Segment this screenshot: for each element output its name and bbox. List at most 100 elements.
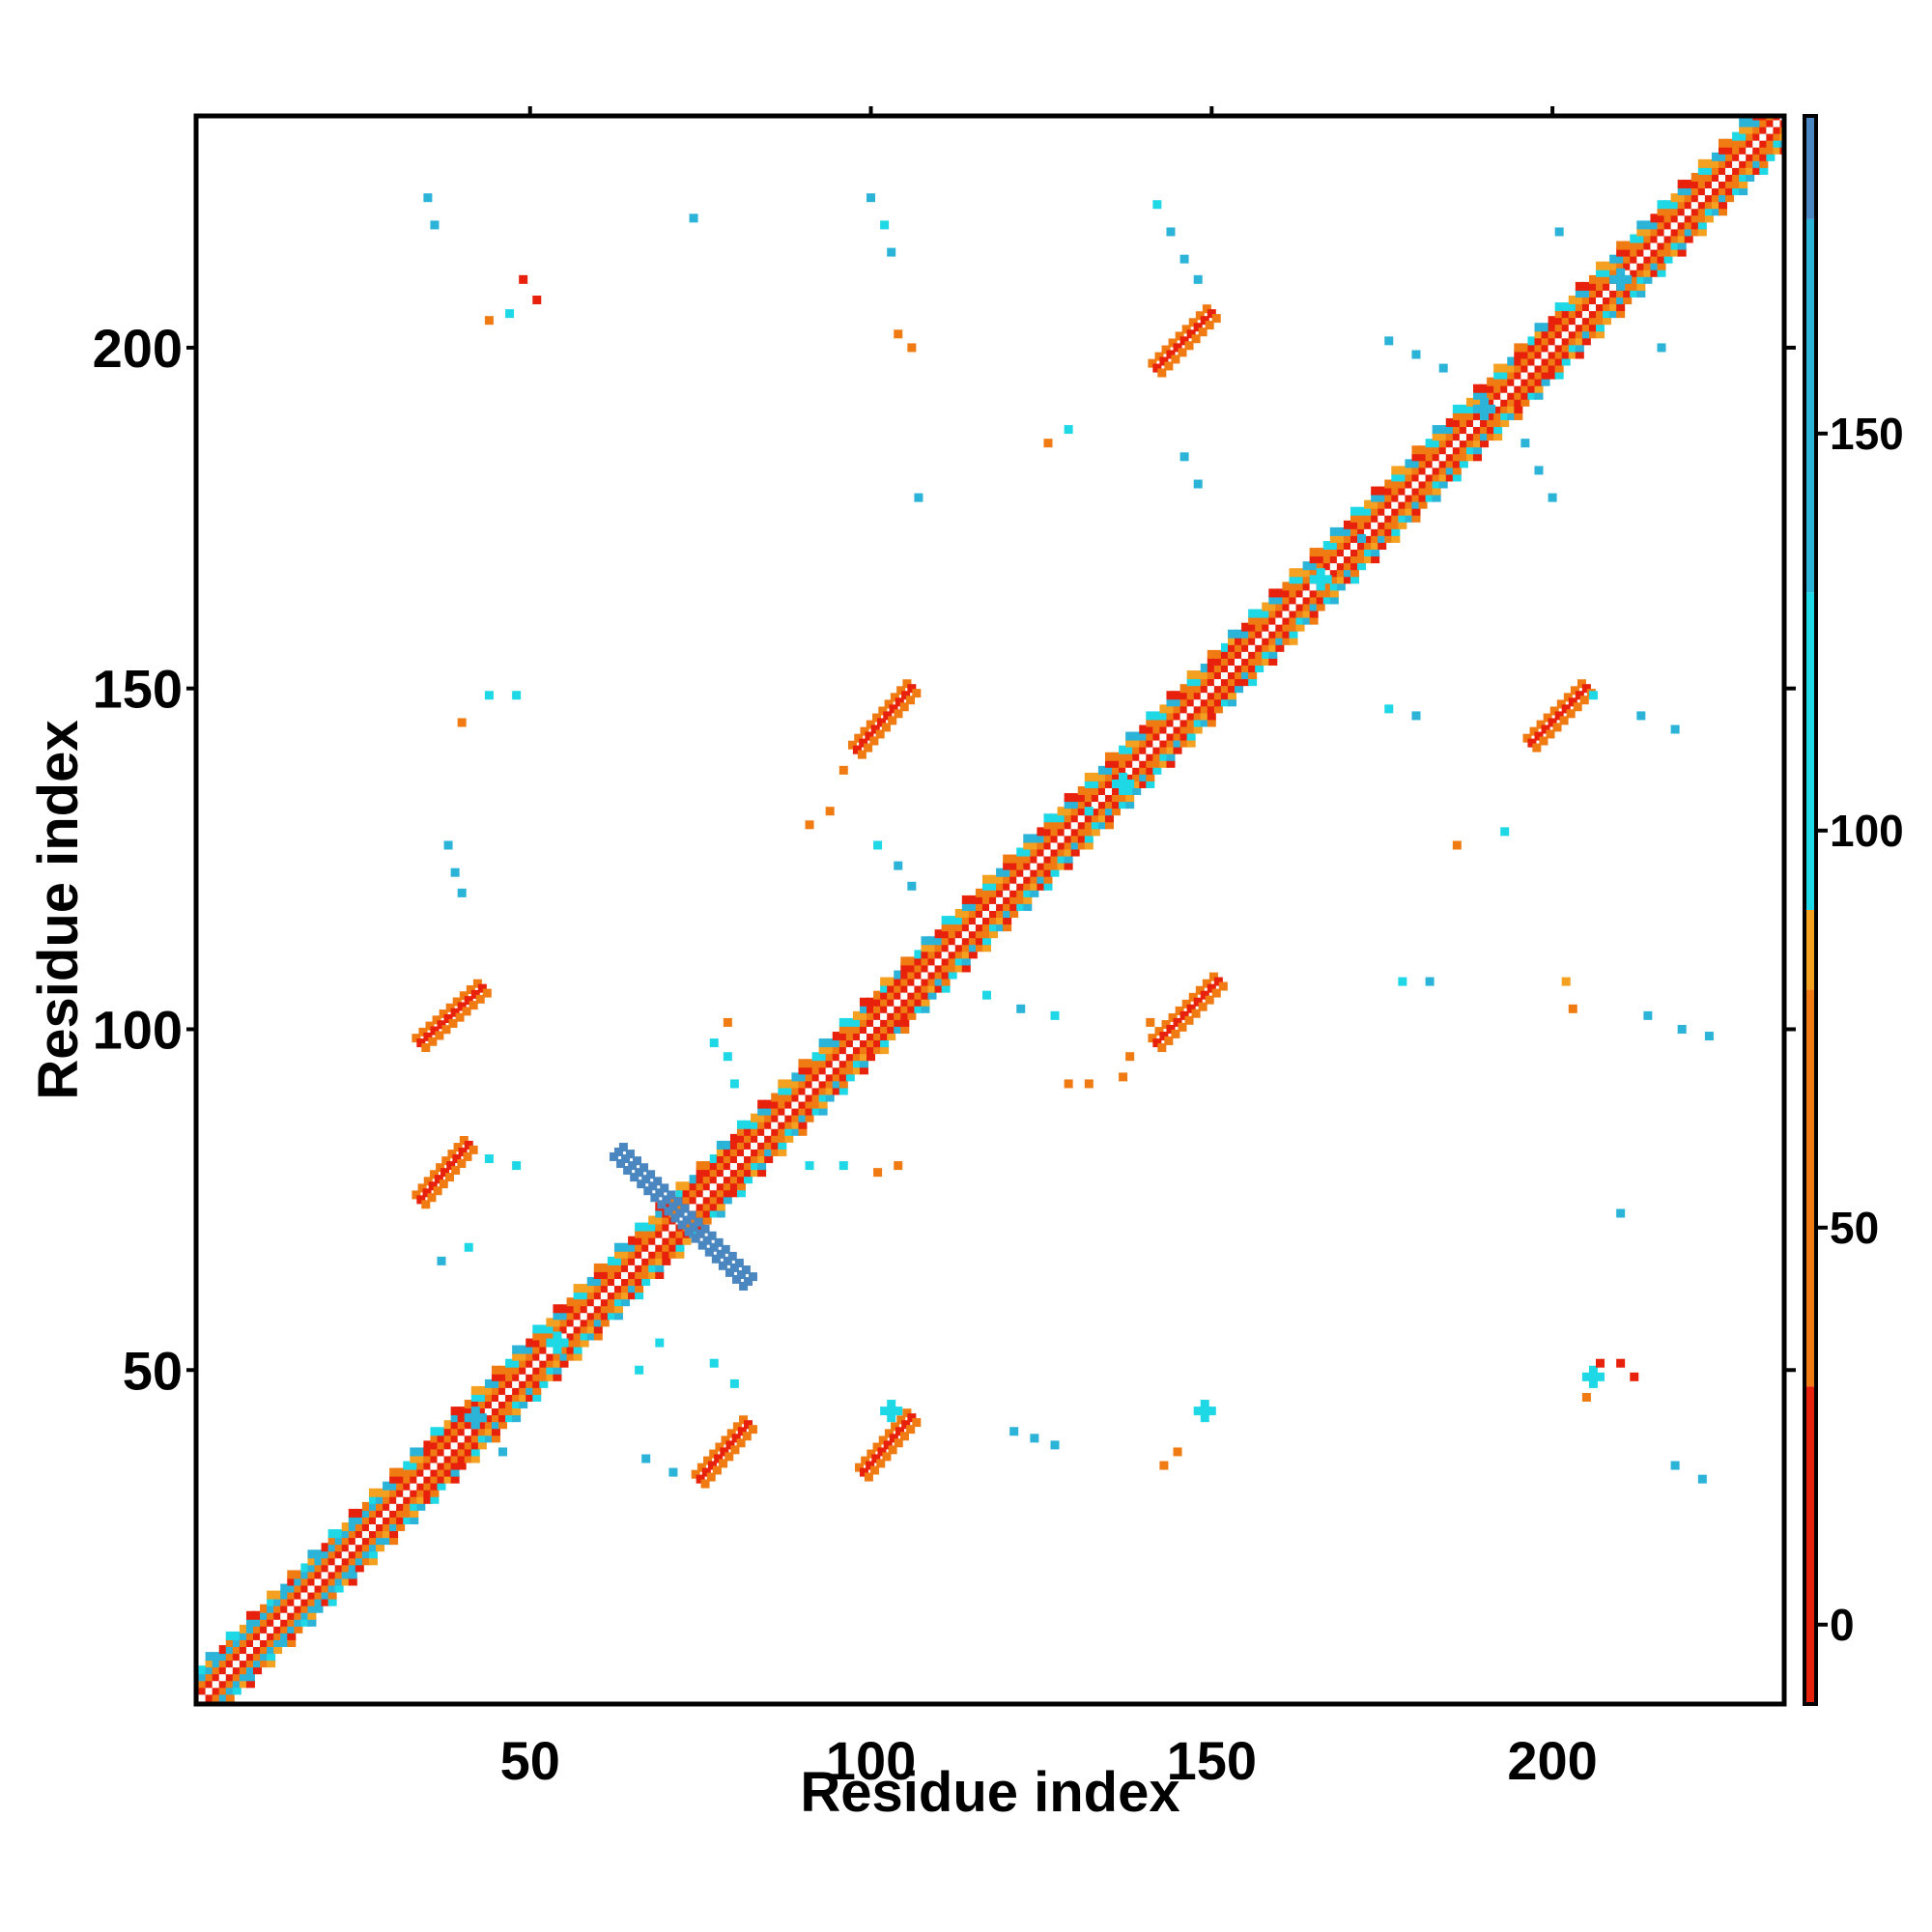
contact-block-cell (1154, 352, 1164, 361)
diagonal-cell (505, 1372, 515, 1381)
diagonal-cell (287, 1577, 297, 1586)
diagonal-cell (716, 1140, 725, 1150)
contact-block-cell (463, 1151, 472, 1161)
diagonal-cell (321, 1590, 330, 1600)
diagonal-cell (1704, 200, 1714, 210)
diagonal-cell (981, 881, 991, 891)
diagonal-cell (1070, 800, 1080, 810)
contact-point (838, 765, 848, 775)
diagonal-cell (1037, 874, 1046, 884)
contact-cluster-cell (1119, 786, 1128, 796)
diagonal-cell (1179, 697, 1189, 707)
diagonal-cell (1213, 704, 1223, 714)
diagonal-cell (1371, 533, 1380, 543)
diagonal-cell (1227, 664, 1236, 673)
diagonal-cell (1766, 131, 1776, 141)
diagonal-cell (1050, 834, 1060, 843)
diagonal-cell (245, 1679, 255, 1689)
diagonal-cell (852, 1010, 862, 1020)
contact-block-cell (435, 1031, 444, 1040)
diagonal-cell (1322, 548, 1332, 557)
diagonal-cell (1548, 323, 1557, 332)
diagonal-cell (641, 1256, 651, 1265)
diagonal-cell (900, 963, 910, 973)
diagonal-cell (1514, 397, 1523, 407)
diagonal-cell (1704, 165, 1714, 175)
diagonal-cell (655, 1215, 665, 1225)
contact-block-cell (700, 1479, 710, 1489)
contact-block-cell (720, 1447, 729, 1457)
diagonal-cell (818, 1079, 828, 1089)
anti-diagonal-cell (734, 1258, 744, 1267)
diagonal-cell (580, 1324, 589, 1334)
diagonal-cell (1575, 288, 1584, 298)
contact-point (1050, 1010, 1060, 1020)
contact-block-cell (712, 1465, 722, 1475)
diagonal-cell (1336, 561, 1346, 571)
diagonal-cell (1371, 520, 1380, 529)
diagonal-cell (825, 1059, 835, 1068)
diagonal-cell (968, 909, 978, 919)
diagonal-cell (894, 1024, 903, 1034)
diagonal-cell (1643, 234, 1653, 243)
diagonal-cell (1289, 636, 1298, 645)
diagonal-cell (559, 1331, 569, 1341)
diagonal-cell (586, 1331, 596, 1341)
diagonal-cell (314, 1556, 324, 1566)
diagonal-cell (941, 970, 951, 980)
diagonal-cell (1732, 145, 1742, 155)
diagonal-cell (1739, 131, 1748, 141)
contact-block-cell (906, 1425, 916, 1435)
contact-point (894, 1161, 903, 1171)
diagonal-cell (321, 1549, 330, 1559)
diagonal-cell (1378, 486, 1387, 496)
diagonal-cell (1268, 609, 1278, 618)
diagonal-cell (716, 1175, 725, 1184)
diagonal-cell (1125, 800, 1135, 810)
contact-block-cell (1202, 304, 1211, 314)
diagonal-cell (586, 1324, 596, 1334)
diagonal-cell (593, 1291, 603, 1300)
contact-block-cell (469, 1001, 478, 1010)
diagonal-cell (239, 1665, 248, 1675)
diagonal-cell (443, 1474, 453, 1484)
diagonal-cell (778, 1106, 787, 1116)
anti-diagonal-cell (689, 1222, 698, 1232)
contact-block-cell (418, 1027, 428, 1037)
diagonal-cell (267, 1631, 276, 1640)
diagonal-cell (729, 1161, 739, 1171)
diagonal-cell (1016, 881, 1026, 891)
diagonal-cell (566, 1331, 576, 1341)
diagonal-cell (729, 1188, 739, 1198)
diagonal-cell (361, 1508, 371, 1518)
contact-block-cell (1178, 348, 1187, 357)
diagonal-cell (635, 1242, 644, 1252)
diagonal-cell (859, 1024, 868, 1034)
diagonal-cell (954, 923, 964, 932)
diagonal-cell (294, 1597, 303, 1606)
diagonal-cell (307, 1549, 317, 1559)
diagonal-cell (1220, 649, 1230, 659)
diagonal-cell (566, 1318, 576, 1327)
diagonal-cell (1064, 834, 1073, 843)
diagonal-cell (1200, 691, 1209, 700)
contact-block-cell (428, 1181, 438, 1191)
diagonal-cell (267, 1637, 276, 1647)
diagonal-cell (498, 1420, 508, 1430)
diagonal-cell (267, 1645, 276, 1655)
diagonal-cell (553, 1358, 562, 1368)
diagonal-cell (232, 1679, 242, 1689)
diagonal-cell (1255, 642, 1264, 652)
diagonal-cell (484, 1385, 494, 1395)
diagonal-cell (1616, 247, 1626, 257)
anti-diagonal-cell (729, 1263, 739, 1272)
diagonal-cell (593, 1324, 603, 1334)
diagonal-cell (981, 909, 991, 919)
diagonal-cell (260, 1631, 270, 1640)
contact-block-cell (864, 743, 873, 753)
diagonal-cell (1262, 609, 1271, 618)
diagonal-cell (921, 963, 930, 973)
diagonal-cell (1739, 138, 1748, 148)
diagonal-cell (1152, 724, 1162, 734)
